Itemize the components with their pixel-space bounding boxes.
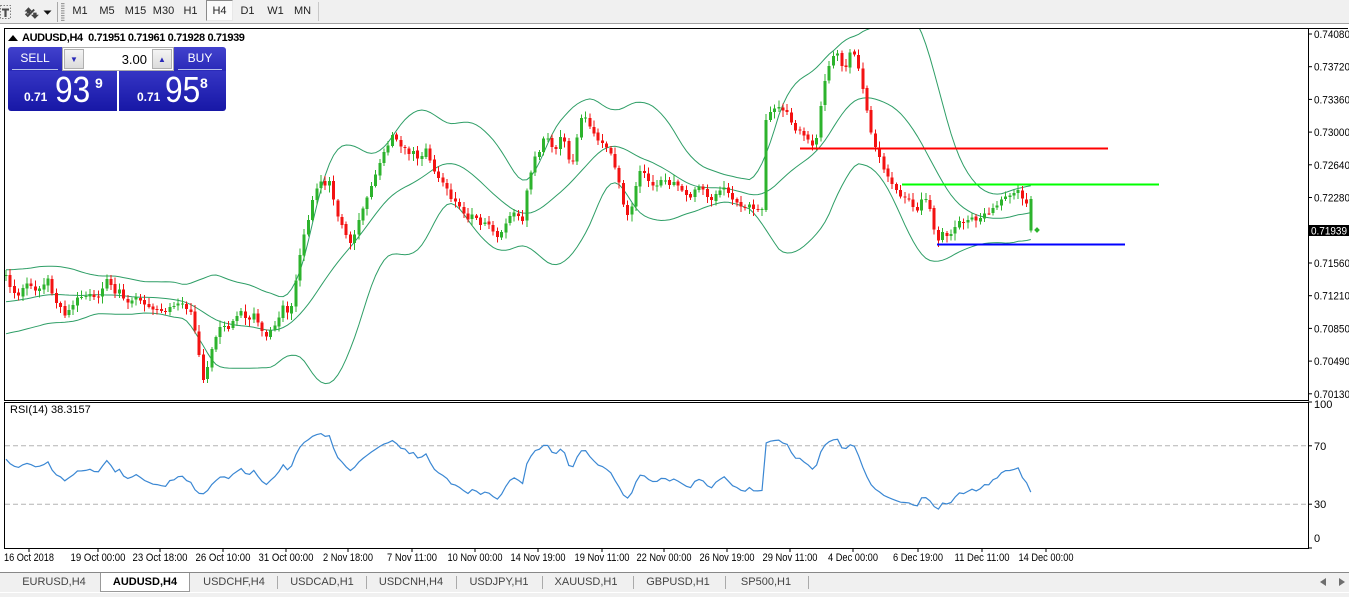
svg-text:0.73000: 0.73000 (1314, 127, 1349, 139)
svg-text:0.73360: 0.73360 (1314, 94, 1349, 106)
svg-text:30: 30 (1314, 499, 1326, 511)
svg-text:19 Nov 11:00: 19 Nov 11:00 (575, 552, 630, 564)
svg-text:0.70130: 0.70130 (1314, 389, 1349, 401)
svg-text:100: 100 (1314, 399, 1332, 411)
svg-text:26 Nov 19:00: 26 Nov 19:00 (700, 552, 755, 564)
svg-text:14 Nov 19:00: 14 Nov 19:00 (511, 552, 566, 564)
svg-text:29 Nov 11:00: 29 Nov 11:00 (763, 552, 818, 564)
svg-text:70: 70 (1314, 441, 1326, 453)
svg-text:22 Nov 00:00: 22 Nov 00:00 (637, 552, 692, 564)
svg-text:0.71939: 0.71939 (1311, 226, 1347, 238)
svg-text:0.72280: 0.72280 (1314, 193, 1349, 205)
svg-text:0.71560: 0.71560 (1314, 258, 1349, 270)
svg-text:10 Nov 00:00: 10 Nov 00:00 (448, 552, 503, 564)
svg-text:0: 0 (1314, 533, 1320, 545)
svg-text:0.74080: 0.74080 (1314, 29, 1349, 41)
svg-text:2 Nov 18:00: 2 Nov 18:00 (323, 552, 373, 564)
svg-text:19 Oct 00:00: 19 Oct 00:00 (71, 552, 126, 564)
svg-text:16 Oct 2018: 16 Oct 2018 (4, 552, 54, 564)
svg-text:7 Nov 11:00: 7 Nov 11:00 (387, 552, 437, 564)
svg-text:31 Oct 00:00: 31 Oct 00:00 (259, 552, 314, 564)
svg-text:0.71210: 0.71210 (1314, 291, 1349, 303)
svg-text:0.70490: 0.70490 (1314, 356, 1349, 368)
svg-text:0.72640: 0.72640 (1314, 160, 1349, 172)
svg-text:11 Dec 11:00: 11 Dec 11:00 (955, 552, 1010, 564)
svg-text:0.70850: 0.70850 (1314, 323, 1349, 335)
svg-text:14 Dec 00:00: 14 Dec 00:00 (1019, 552, 1074, 564)
svg-text:26 Oct 10:00: 26 Oct 10:00 (196, 552, 251, 564)
svg-text:4 Dec 00:00: 4 Dec 00:00 (828, 552, 878, 564)
svg-text:6 Dec 19:00: 6 Dec 19:00 (893, 552, 943, 564)
svg-text:23 Oct 18:00: 23 Oct 18:00 (133, 552, 188, 564)
svg-text:0.73720: 0.73720 (1314, 62, 1349, 74)
svg-text:RSI(14) 38.3157: RSI(14) 38.3157 (10, 404, 91, 416)
